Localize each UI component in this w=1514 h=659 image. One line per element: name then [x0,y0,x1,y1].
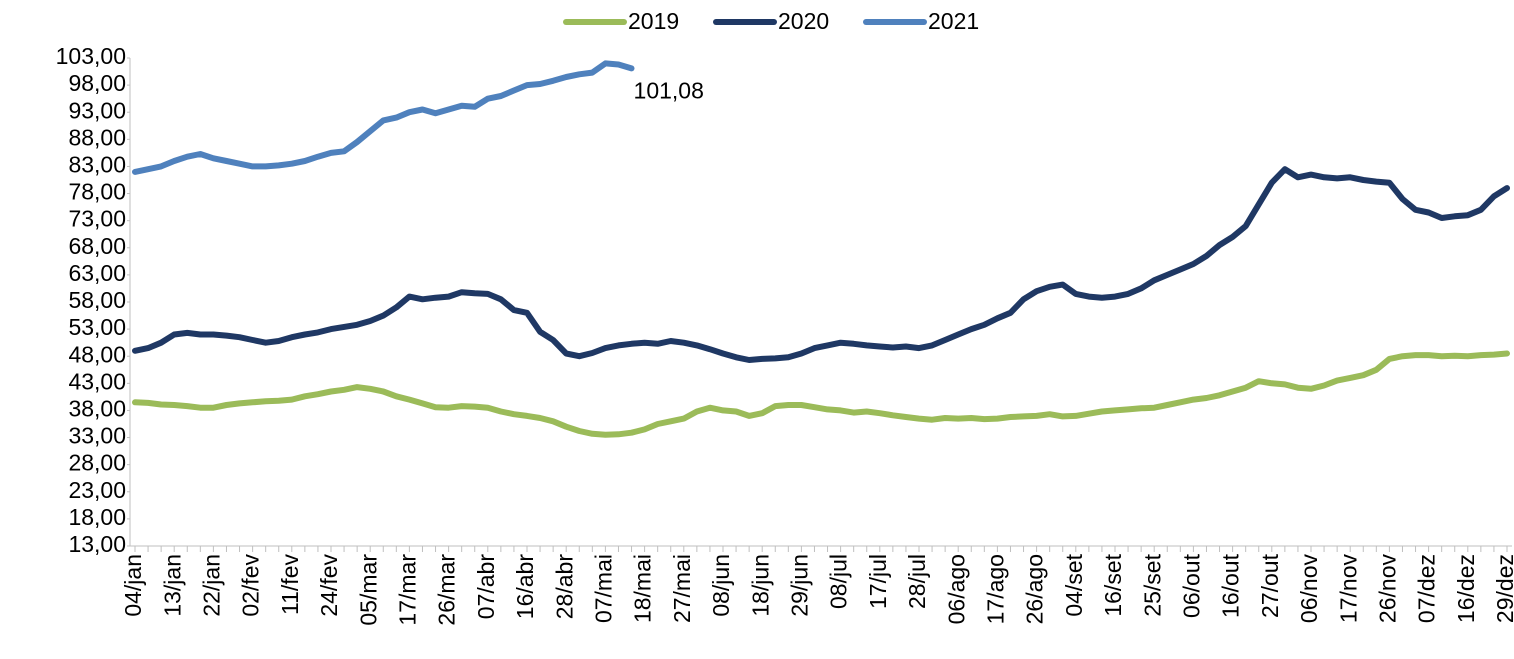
x-tick-label: 26/nov [1374,554,1400,624]
x-tick-label: 16/abr [512,554,538,620]
y-tick-label: 43,00 [68,368,126,394]
x-tick-label: 16/out [1218,553,1244,618]
x-tick-label: 07/dez [1414,554,1440,623]
x-tick-label: 17/ago [982,554,1008,624]
x-tick-label: 08/jul [826,554,852,609]
x-tick-label: 27/mai [669,554,695,623]
y-tick-label: 98,00 [68,70,126,96]
legend-label: 2021 [928,8,979,34]
x-tick-label: 27/out [1257,553,1283,618]
x-tick-label: 11/fev [277,554,303,615]
y-tick-label: 53,00 [68,314,126,340]
x-tick-label: 26/mar [434,554,460,626]
x-tick-label: 25/set [1139,553,1165,616]
legend-label: 2019 [628,8,679,34]
y-tick-label: 58,00 [68,287,126,313]
x-tick-label: 16/dez [1453,554,1479,623]
x-tick-label: 29/dez [1492,554,1514,623]
x-tick-label: 18/jun [747,554,773,617]
x-tick-label: 29/jun [786,554,812,617]
x-tick-label: 24/fev [316,554,342,617]
x-tick-label: 07/abr [473,554,499,620]
series-line [132,60,635,175]
x-tick-label: 07/mai [590,554,616,623]
x-tick-label: 17/jul [865,554,891,609]
y-tick-label: 28,00 [68,450,126,476]
x-tick-label: 16/set [1100,553,1126,616]
y-tick-label: 13,00 [68,531,126,557]
x-tick-label: 22/jan [198,554,224,617]
y-tick-label: 68,00 [68,233,126,259]
x-tick-label: 04/set [1061,553,1087,616]
y-tick-label: 103,00 [56,43,126,69]
x-tick-label: 18/mai [630,554,656,623]
y-tick-label: 33,00 [68,423,126,449]
x-tick-label: 28/abr [551,554,577,620]
y-tick-label: 73,00 [68,206,126,232]
y-tick-label: 18,00 [68,504,126,530]
y-tick-label: 78,00 [68,179,126,205]
x-tick-label: 06/out [1178,553,1204,618]
legend-label: 2020 [778,8,829,34]
x-tick-label: 05/mar [355,554,381,626]
series-line [132,350,1510,438]
series-line [132,166,1510,363]
x-tick-label: 06/nov [1296,554,1322,624]
x-tick-label: 04/jan [120,554,146,617]
x-tick-label: 13/jan [159,554,185,617]
x-tick-label: 06/ago [943,554,969,624]
y-tick-label: 63,00 [68,260,126,286]
data-label: 101,08 [634,77,704,103]
y-tick-label: 83,00 [68,152,126,178]
y-tick-label: 93,00 [68,97,126,123]
y-tick-label: 88,00 [68,124,126,150]
x-tick-label: 26/ago [1022,554,1048,624]
x-tick-label: 02/fev [238,554,264,617]
x-tick-label: 08/jun [708,554,734,617]
y-tick-label: 48,00 [68,341,126,367]
x-tick-label: 17/mar [394,554,420,626]
x-tick-label: 17/nov [1335,554,1361,624]
x-tick-label: 28/jul [904,554,930,609]
y-tick-label: 23,00 [68,477,126,503]
y-tick-label: 38,00 [68,396,126,422]
